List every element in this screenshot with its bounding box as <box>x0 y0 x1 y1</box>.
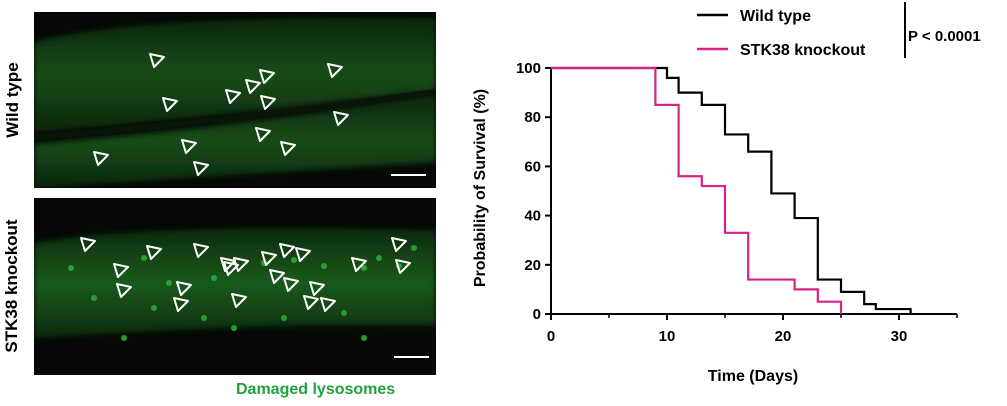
y-tick-label: 60 <box>524 158 541 175</box>
lysosome-spot <box>91 295 97 301</box>
micrograph-knockout <box>34 198 436 375</box>
x-tick-label: 30 <box>891 328 908 345</box>
arrowhead-marker <box>327 63 343 78</box>
arrowhead-marker <box>333 111 349 126</box>
arrowhead-marker <box>245 79 261 94</box>
arrowhead-marker <box>116 283 132 298</box>
row-label-wild-type: Wild type <box>3 62 22 138</box>
row-label-knockout: STK38 knockout <box>2 219 21 353</box>
arrowhead-marker <box>255 127 271 142</box>
arrowhead-marker <box>260 95 276 110</box>
lysosome-spot <box>361 335 367 341</box>
survival-chart: 0 20 40 60 80 100 0 10 20 30 Wild type STK38 knock… <box>472 2 981 385</box>
arrowhead-marker <box>280 141 296 156</box>
arrowhead-marker <box>176 281 192 296</box>
lysosome-spot <box>201 315 207 321</box>
arrowhead-marker <box>220 257 236 272</box>
lysosome-spot <box>291 257 297 263</box>
arrowhead-marker <box>391 237 407 252</box>
arrowhead-marker <box>146 245 162 260</box>
arrowhead-marker <box>295 247 311 262</box>
y-axis-label: Probability of Survival (%) <box>472 89 489 287</box>
arrowhead-marker <box>149 53 165 68</box>
arrowhead-marker <box>395 259 411 274</box>
arrowhead-marker <box>231 293 247 308</box>
arrowhead-marker <box>225 89 241 104</box>
lysosome-spot <box>321 263 327 269</box>
lysosome-spot <box>141 255 147 261</box>
lysosome-spot <box>361 265 367 271</box>
arrowhead-marker <box>261 251 277 266</box>
x-tick-label: 10 <box>659 328 676 345</box>
arrowhead-marker <box>193 243 209 258</box>
micrograph-caption: Damaged lysosomes <box>236 381 396 398</box>
arrowhead-marker <box>303 295 319 310</box>
micrograph-wild-type-image <box>34 17 436 188</box>
lysosome-spot <box>411 245 417 251</box>
lysosome-spot <box>376 255 382 261</box>
p-value-annotation: P < 0.0001 <box>908 28 981 45</box>
series-line-wild-type <box>551 66 912 314</box>
micrograph-wild-type <box>34 12 436 188</box>
lysosome-spot <box>231 325 237 331</box>
arrowhead-marker <box>320 297 336 312</box>
lysosome-spot <box>121 335 127 341</box>
arrowhead-marker <box>223 261 239 276</box>
arrowhead-marker <box>351 257 367 272</box>
y-tick-label: 100 <box>516 60 541 77</box>
legend-label-knockout: STK38 knockout <box>740 42 866 59</box>
lysosome-spot <box>211 275 217 281</box>
arrowhead-marker <box>80 237 96 252</box>
arrowhead-marker <box>93 151 109 166</box>
micrograph-knockout-image <box>34 228 436 358</box>
arrowhead-marker <box>162 97 178 112</box>
lysosome-spot <box>341 310 347 316</box>
legend-label-wild-type: Wild type <box>740 8 811 25</box>
lysosome-spot <box>166 280 172 286</box>
y-tick-label: 40 <box>524 208 541 225</box>
lysosome-spot <box>281 315 287 321</box>
lysosome-spot <box>68 265 74 271</box>
arrowhead-marker <box>309 281 325 296</box>
arrowhead-marker <box>173 297 189 312</box>
x-tick-label: 20 <box>775 328 792 345</box>
lysosome-spot <box>151 305 157 311</box>
arrowhead-marker <box>283 277 299 292</box>
y-tick-label: 0 <box>533 306 541 323</box>
x-axis-label: Time (Days) <box>708 368 798 385</box>
y-tick-label: 80 <box>524 109 541 126</box>
arrowhead-marker <box>269 269 285 284</box>
arrowhead-marker <box>279 243 295 258</box>
arrowhead-marker <box>259 69 275 84</box>
arrowhead-marker <box>113 263 129 278</box>
y-tick-label: 20 <box>524 257 541 274</box>
arrowhead-marker <box>193 161 209 176</box>
series-line-knockout <box>551 66 843 314</box>
arrowhead-marker <box>181 139 197 154</box>
x-tick-label: 0 <box>547 328 555 345</box>
